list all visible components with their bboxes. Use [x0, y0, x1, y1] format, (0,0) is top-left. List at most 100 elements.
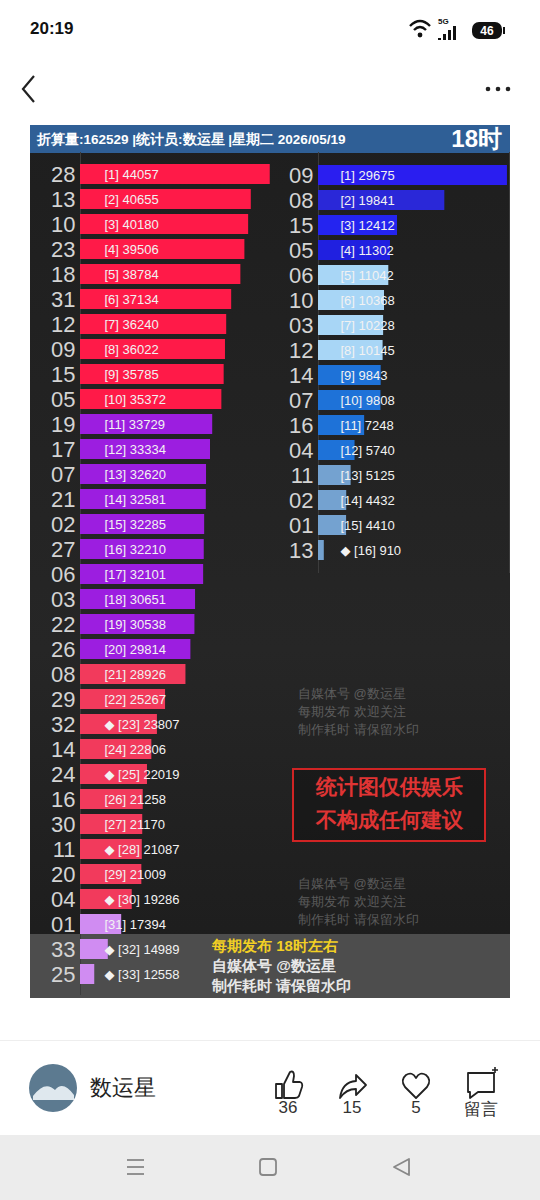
svg-text:[16] 32210: [16] 32210 — [105, 542, 166, 557]
svg-text:05: 05 — [289, 238, 313, 263]
svg-text:[8] 10145: [8] 10145 — [341, 343, 395, 358]
svg-text:16: 16 — [289, 413, 313, 438]
svg-text:22: 22 — [51, 612, 75, 637]
svg-text:◆ [23] 23807: ◆ [23] 23807 — [105, 717, 180, 732]
svg-text:19: 19 — [51, 412, 75, 437]
svg-text:[26] 21258: [26] 21258 — [105, 792, 166, 807]
svg-text:[11] 7248: [11] 7248 — [341, 418, 394, 433]
svg-text:[6] 10368: [6] 10368 — [341, 293, 395, 308]
svg-text:[14] 32581: [14] 32581 — [105, 492, 166, 507]
svg-text:09: 09 — [289, 163, 313, 188]
svg-text:32: 32 — [51, 712, 75, 737]
svg-text:20: 20 — [51, 862, 75, 887]
svg-text:[18] 30651: [18] 30651 — [105, 592, 166, 607]
svg-text:◆ [25] 22019: ◆ [25] 22019 — [105, 767, 180, 782]
svg-text:[15] 4410: [15] 4410 — [341, 518, 395, 533]
svg-text:[22] 25267: [22] 25267 — [105, 692, 166, 707]
svg-text:[24] 22806: [24] 22806 — [105, 742, 166, 757]
svg-text:03: 03 — [289, 313, 313, 338]
svg-text:03: 03 — [51, 587, 75, 612]
svg-text:10: 10 — [289, 288, 313, 313]
svg-text:18: 18 — [51, 262, 75, 287]
svg-text:23: 23 — [51, 237, 75, 262]
svg-text:[4] 39506: [4] 39506 — [105, 242, 159, 257]
svg-text:[1] 44057: [1] 44057 — [105, 167, 159, 182]
svg-text:05: 05 — [51, 387, 75, 412]
svg-text:◆ [16] 910: ◆ [16] 910 — [341, 543, 402, 558]
svg-text:[9] 9843: [9] 9843 — [341, 368, 388, 383]
svg-text:10: 10 — [51, 212, 75, 237]
svg-text:◆ [30] 19286: ◆ [30] 19286 — [105, 892, 180, 907]
svg-text:[19] 30538: [19] 30538 — [105, 617, 166, 632]
svg-text:14: 14 — [51, 737, 75, 762]
svg-text:◆ [28] 21087: ◆ [28] 21087 — [105, 842, 180, 857]
svg-text:[21] 28926: [21] 28926 — [105, 667, 166, 682]
svg-text:16: 16 — [51, 787, 75, 812]
svg-text:33: 33 — [51, 937, 75, 962]
svg-text:15: 15 — [51, 362, 75, 387]
svg-text:[15] 32285: [15] 32285 — [105, 517, 166, 532]
svg-text:[13] 5125: [13] 5125 — [341, 468, 395, 483]
svg-text:[9] 35785: [9] 35785 — [105, 367, 159, 382]
svg-text:[7] 36240: [7] 36240 — [105, 317, 159, 332]
svg-text:[3] 40180: [3] 40180 — [105, 217, 159, 232]
svg-text:24: 24 — [51, 762, 75, 787]
svg-text:[17] 32101: [17] 32101 — [105, 567, 166, 582]
svg-text:08: 08 — [289, 188, 313, 213]
svg-text:02: 02 — [289, 488, 313, 513]
svg-text:[10] 35372: [10] 35372 — [105, 392, 166, 407]
svg-text:11: 11 — [291, 463, 314, 488]
svg-text:[13] 32620: [13] 32620 — [105, 467, 166, 482]
svg-text:06: 06 — [289, 263, 313, 288]
svg-text:13: 13 — [289, 538, 313, 563]
svg-text:28: 28 — [51, 162, 75, 187]
svg-text:04: 04 — [289, 438, 313, 463]
svg-text:[6] 37134: [6] 37134 — [105, 292, 159, 307]
svg-text:[2] 19841: [2] 19841 — [341, 193, 395, 208]
svg-text:13: 13 — [51, 187, 75, 212]
svg-text:[11] 33729: [11] 33729 — [105, 417, 165, 432]
svg-text:25: 25 — [51, 962, 75, 987]
svg-text:[31] 17394: [31] 17394 — [105, 917, 166, 932]
svg-text:[29] 21009: [29] 21009 — [105, 867, 166, 882]
svg-text:[12] 33334: [12] 33334 — [105, 442, 166, 457]
svg-text:30: 30 — [51, 812, 75, 837]
svg-text:[4] 11302: [4] 11302 — [341, 243, 394, 258]
svg-text:06: 06 — [51, 562, 75, 587]
svg-text:17: 17 — [51, 437, 75, 462]
svg-text:[3] 12412: [3] 12412 — [341, 218, 395, 233]
svg-text:07: 07 — [289, 388, 313, 413]
svg-text:[27] 21170: [27] 21170 — [105, 817, 165, 832]
svg-text:01: 01 — [289, 513, 313, 538]
svg-text:[2] 40655: [2] 40655 — [105, 192, 159, 207]
svg-text:04: 04 — [51, 887, 75, 912]
svg-text:[10] 9808: [10] 9808 — [341, 393, 395, 408]
svg-text:[12] 5740: [12] 5740 — [341, 443, 395, 458]
svg-text:[14] 4432: [14] 4432 — [341, 493, 395, 508]
svg-text:21: 21 — [51, 487, 75, 512]
svg-text:◆ [33] 12558: ◆ [33] 12558 — [105, 967, 180, 982]
svg-text:12: 12 — [51, 312, 75, 337]
svg-text:09: 09 — [51, 337, 75, 362]
svg-text:[20] 29814: [20] 29814 — [105, 642, 166, 657]
svg-text:02: 02 — [51, 512, 75, 537]
svg-text:11: 11 — [53, 837, 76, 862]
svg-text:01: 01 — [51, 912, 75, 937]
svg-text:◆ [32] 14989: ◆ [32] 14989 — [105, 942, 180, 957]
svg-text:31: 31 — [51, 287, 75, 312]
svg-text:5G: 5G — [438, 17, 449, 26]
svg-text:27: 27 — [51, 537, 75, 562]
svg-text:07: 07 — [51, 462, 75, 487]
svg-text:14: 14 — [289, 363, 313, 388]
svg-text:46: 46 — [480, 24, 494, 38]
svg-text:[8] 36022: [8] 36022 — [105, 342, 159, 357]
svg-text:08: 08 — [51, 662, 75, 687]
svg-text:[1] 29675: [1] 29675 — [341, 168, 395, 183]
svg-text:[5] 11042: [5] 11042 — [341, 268, 394, 283]
svg-text:29: 29 — [51, 687, 75, 712]
svg-text:15: 15 — [289, 213, 313, 238]
svg-text:26: 26 — [51, 637, 75, 662]
svg-text:12: 12 — [289, 338, 313, 363]
svg-text:[7] 10228: [7] 10228 — [341, 318, 395, 333]
svg-text:[5] 38784: [5] 38784 — [105, 267, 159, 282]
